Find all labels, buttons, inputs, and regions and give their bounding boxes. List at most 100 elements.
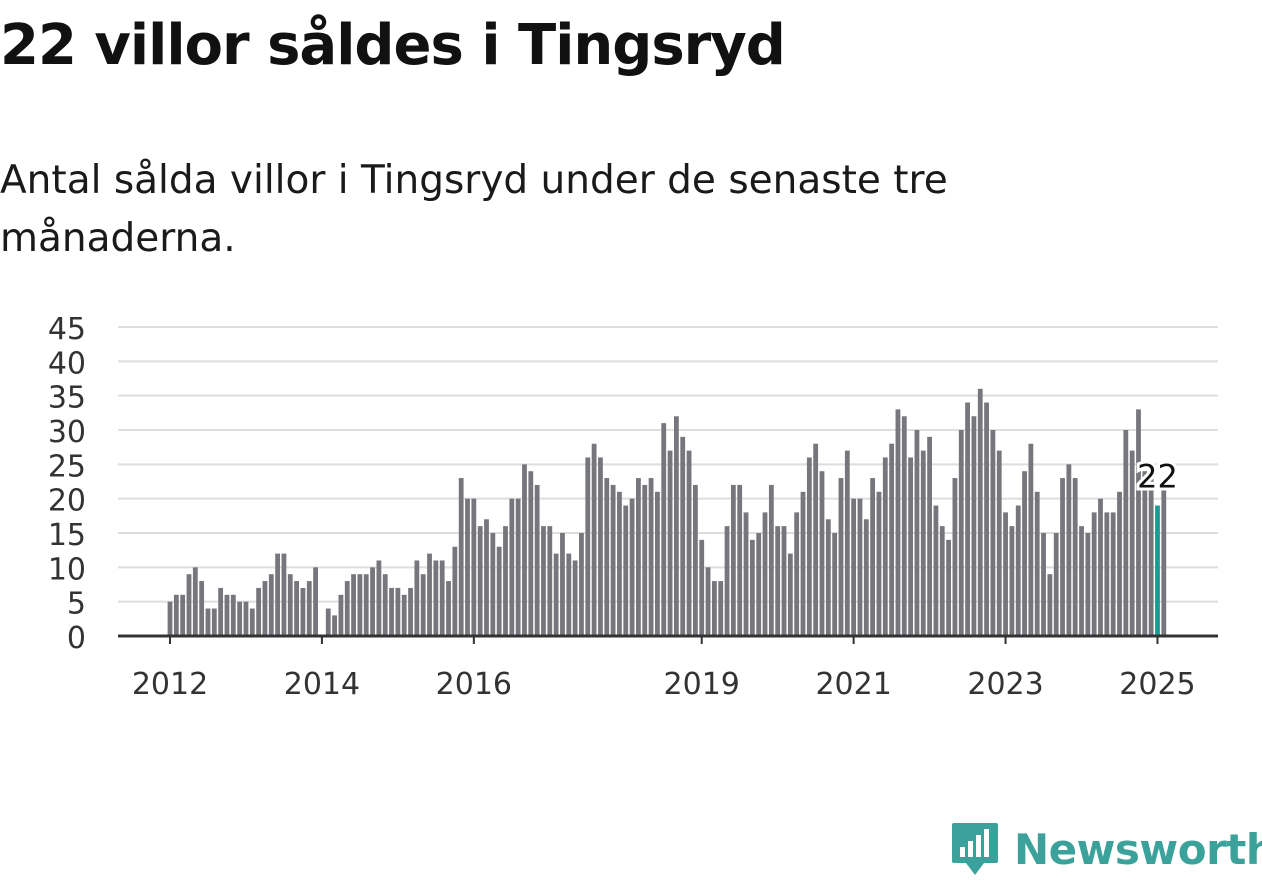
bar: [933, 505, 939, 636]
bar: [268, 574, 274, 636]
bar-chart-badge-icon: [952, 823, 998, 875]
bar: [1161, 484, 1167, 636]
bar: [218, 587, 224, 636]
bar: [876, 491, 882, 636]
bar: [730, 484, 736, 636]
bar: [1009, 526, 1015, 636]
bar: [1034, 491, 1040, 636]
bar: [762, 512, 768, 636]
bar: [946, 539, 951, 636]
bar: [623, 505, 629, 636]
bar: [528, 471, 534, 636]
bar: [446, 581, 451, 636]
data-label: 22: [1137, 458, 1178, 496]
bar: [617, 491, 622, 636]
bar: [952, 478, 958, 636]
bar: [490, 533, 496, 636]
x-tick-label: 2023: [967, 667, 1043, 702]
y-tick-label: 35: [48, 381, 86, 416]
bar: [192, 567, 198, 636]
bar: [680, 436, 686, 636]
chart-subtitle: Antal sålda villor i Tingsryd under de s…: [0, 158, 948, 261]
bar: [1136, 409, 1141, 636]
bar: [300, 587, 306, 636]
newsworthy-logo: Newsworthy: [950, 818, 1262, 880]
bar: [711, 581, 717, 636]
bar: [420, 574, 426, 636]
y-tick-label: 20: [48, 484, 86, 519]
bar: [205, 608, 211, 636]
bar: [522, 464, 527, 636]
bar: [287, 574, 293, 636]
bar: [724, 526, 730, 636]
bar: [503, 526, 508, 636]
bar: [541, 526, 546, 636]
bar: [357, 574, 363, 636]
bar: [655, 491, 660, 636]
bar: [756, 533, 762, 636]
bar: [832, 533, 838, 636]
bar: [547, 526, 553, 636]
bar: [901, 416, 907, 636]
bar: [515, 498, 521, 636]
bar: [958, 430, 964, 636]
bar: [509, 498, 515, 636]
bar: [281, 553, 287, 636]
bar: [262, 581, 268, 636]
bar: [294, 581, 299, 636]
y-tick-label: 45: [48, 312, 86, 347]
bar: [553, 553, 559, 636]
bar: [1022, 471, 1027, 636]
bar: [636, 478, 641, 636]
bar: [344, 581, 350, 636]
highlighted-bar: [1155, 505, 1160, 636]
bar: [1117, 491, 1122, 636]
bar: [560, 533, 565, 636]
bar: [838, 478, 844, 636]
bar: [256, 587, 262, 636]
bar: [825, 519, 831, 636]
bar: [439, 560, 445, 636]
bar: [743, 512, 749, 636]
bar: [927, 436, 932, 636]
bar: [1066, 464, 1072, 636]
bar: [306, 581, 312, 636]
bar: [313, 567, 318, 636]
bar: [851, 498, 857, 636]
y-tick-label: 30: [48, 415, 86, 450]
bar: [370, 567, 375, 636]
bar: [382, 574, 388, 636]
bar: [224, 594, 230, 636]
bar: [965, 402, 970, 636]
bar: [768, 484, 774, 636]
bar: [718, 581, 724, 636]
x-tick-label: 2016: [436, 667, 512, 702]
bar: [971, 416, 977, 636]
bar: [889, 443, 895, 636]
bar: [857, 498, 863, 636]
bar: [332, 615, 337, 636]
y-tick-label: 40: [48, 346, 86, 381]
bar: [1053, 533, 1059, 636]
bar: [844, 450, 850, 636]
bar: [1148, 471, 1154, 636]
bar: [1129, 450, 1135, 636]
bar: [579, 533, 584, 636]
bar: [401, 594, 407, 636]
bar: [686, 450, 692, 636]
bar: [990, 430, 996, 636]
bar: [496, 546, 502, 636]
bar: [180, 594, 186, 636]
bar: [427, 553, 432, 636]
bar: [800, 491, 806, 636]
bar: [787, 553, 793, 636]
bar: [996, 450, 1002, 636]
bar: [1003, 512, 1008, 636]
bar: [984, 402, 989, 636]
bar: [737, 484, 743, 636]
bar: [794, 512, 800, 636]
bar: [1060, 478, 1065, 636]
bar: [1015, 505, 1021, 636]
bar: [667, 450, 673, 636]
bar: [477, 526, 483, 636]
